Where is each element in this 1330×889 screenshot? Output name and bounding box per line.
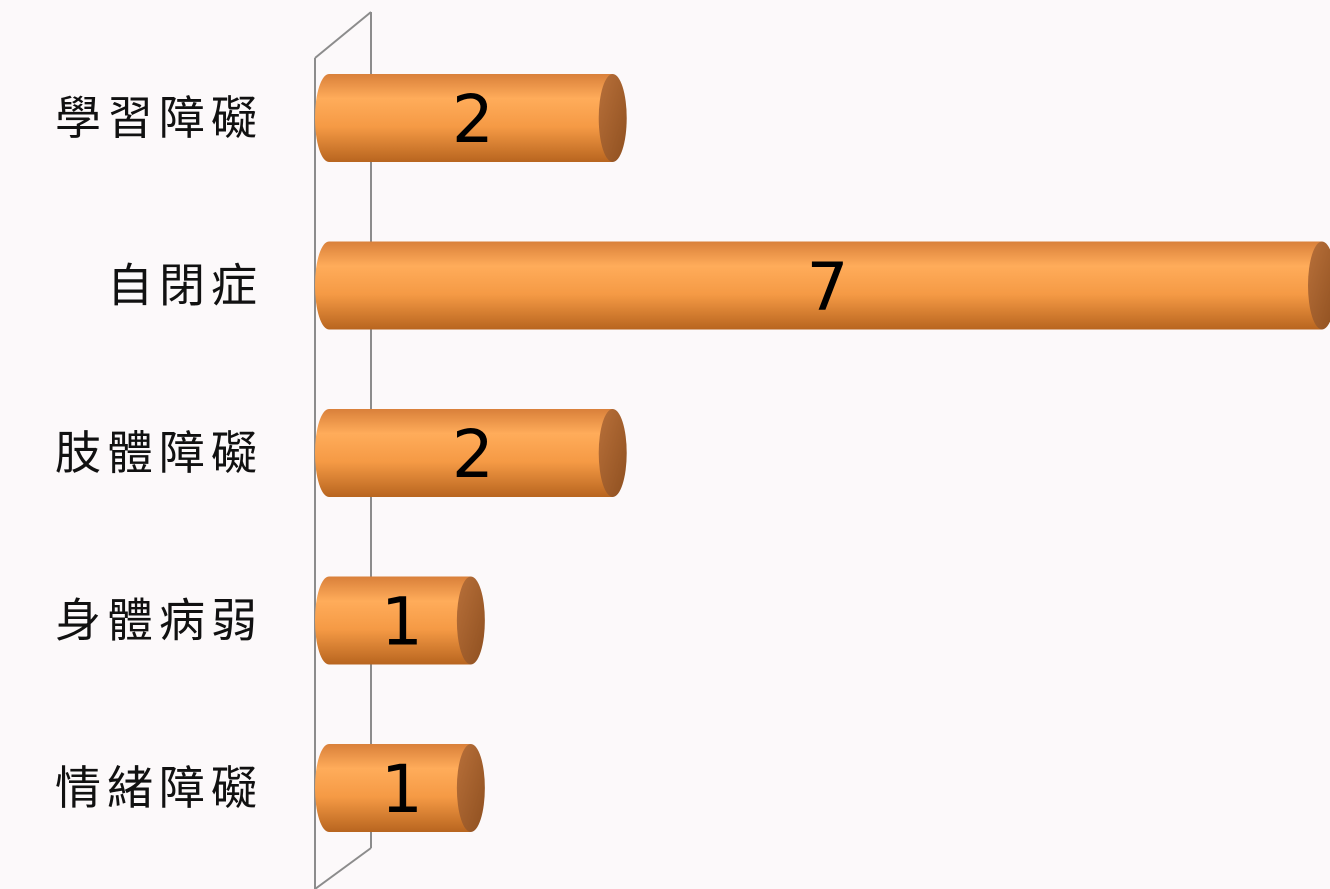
axis-top-edge bbox=[314, 11, 372, 59]
category-label: 肢體障礙 bbox=[55, 426, 263, 480]
bar-body bbox=[315, 241, 1323, 330]
bar-body bbox=[315, 744, 471, 832]
axis-bottom-edge bbox=[314, 847, 372, 889]
bar bbox=[315, 74, 627, 162]
category-label: 學習障礙 bbox=[55, 91, 263, 145]
bar-end-cap bbox=[456, 744, 485, 832]
bar-body bbox=[315, 409, 613, 497]
bar bbox=[315, 241, 1330, 330]
value-label: 7 bbox=[807, 249, 849, 326]
category-label: 自閉症 bbox=[107, 259, 263, 313]
value-label: 2 bbox=[452, 81, 494, 158]
bar bbox=[315, 744, 485, 832]
category-label: 情緒障礙 bbox=[55, 761, 263, 815]
bar-end-cap bbox=[598, 74, 627, 162]
bar-body bbox=[315, 74, 613, 162]
bar bbox=[315, 409, 627, 497]
bar-end-cap bbox=[598, 409, 627, 497]
bar bbox=[315, 576, 485, 665]
bar-end-cap bbox=[456, 576, 485, 665]
bar-body bbox=[315, 576, 471, 665]
value-label: 2 bbox=[452, 416, 494, 493]
value-label: 1 bbox=[381, 584, 423, 661]
category-label: 身體病弱 bbox=[55, 594, 263, 648]
bar-end-cap bbox=[1308, 241, 1330, 330]
value-label: 1 bbox=[381, 751, 423, 828]
